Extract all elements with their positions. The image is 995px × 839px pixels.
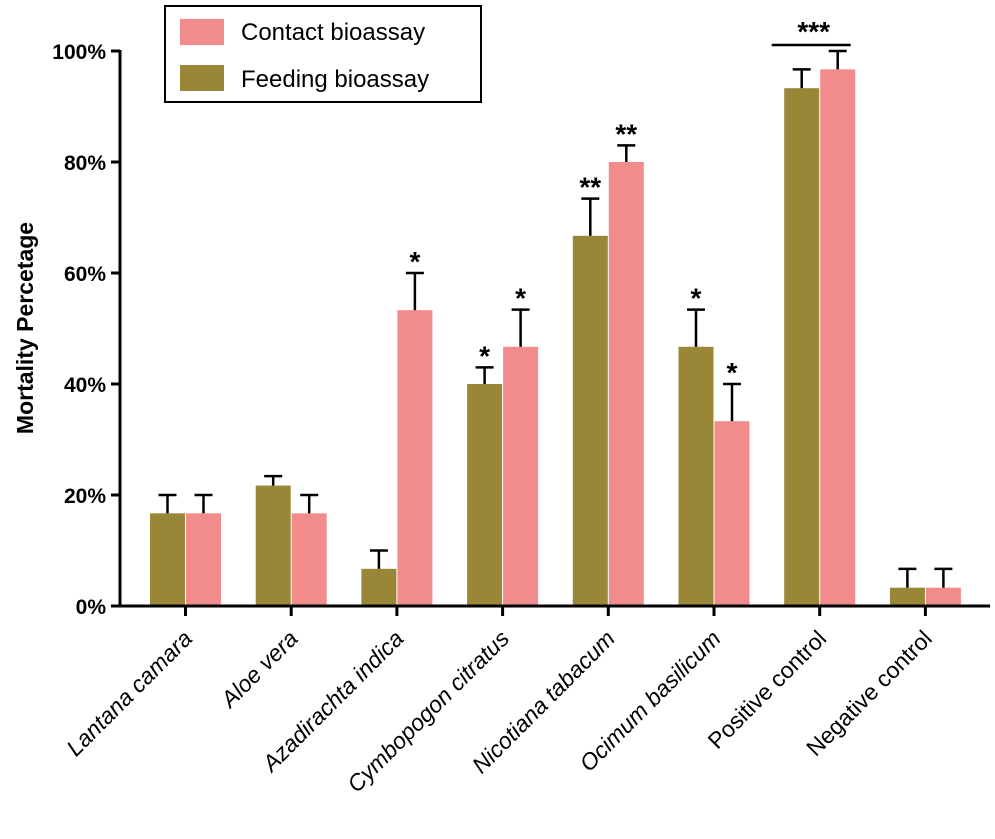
bar-contact-0	[186, 513, 221, 606]
bar-feeding-3	[467, 384, 503, 606]
y-tick-label-0: 0%	[76, 596, 107, 619]
y-tick-label-1: 20%	[64, 485, 106, 508]
legend-label-contact: Contact bioassay	[241, 19, 425, 46]
bar-contact-2	[397, 310, 433, 606]
x-category-label-0: Lantana camara	[61, 625, 197, 761]
legend-swatch-contact	[180, 19, 224, 45]
group-significance-label: ***	[797, 16, 830, 47]
y-tick-label-5: 100%	[52, 41, 106, 64]
significance-label-feeding-4: **	[579, 172, 601, 203]
bar-contact-7	[925, 587, 961, 606]
significance-label-contact-3: *	[515, 283, 526, 314]
bar-feeding-7	[889, 587, 925, 606]
bar-contact-6	[820, 69, 856, 606]
legend: Contact bioassay Feeding bioassay	[164, 5, 482, 103]
bar-contact-3	[503, 346, 539, 606]
bar-feeding-1	[255, 485, 291, 606]
bar-feeding-5	[678, 346, 714, 606]
significance-label-feeding-3: *	[479, 340, 490, 371]
bar-contact-1	[291, 513, 327, 606]
y-tick-label-2: 40%	[64, 374, 106, 397]
bar-contact-4	[608, 162, 644, 606]
x-category-label-1: Aloe vera	[214, 625, 303, 714]
bar-feeding-6	[784, 88, 820, 606]
y-tick-label-4: 80%	[64, 152, 106, 175]
significance-label-contact-4: **	[615, 118, 637, 149]
bar-feeding-4	[572, 235, 608, 606]
axes-layer	[111, 49, 990, 616]
significance-label-contact-5: *	[727, 357, 738, 388]
bar-feeding-0	[150, 513, 185, 606]
bar-contact-5	[714, 421, 750, 606]
significance-label-feeding-5: *	[691, 283, 702, 314]
y-axis-label: Mortality Percetage	[12, 222, 38, 434]
bars-layer	[150, 69, 961, 606]
legend-swatch-feeding	[180, 65, 224, 91]
y-tick-label-3: 60%	[64, 263, 106, 286]
error-bars-layer	[158, 49, 953, 588]
legend-label-feeding: Feeding bioassay	[241, 66, 429, 93]
significance-label-contact-2: *	[409, 246, 420, 277]
bar-feeding-2	[361, 568, 397, 606]
